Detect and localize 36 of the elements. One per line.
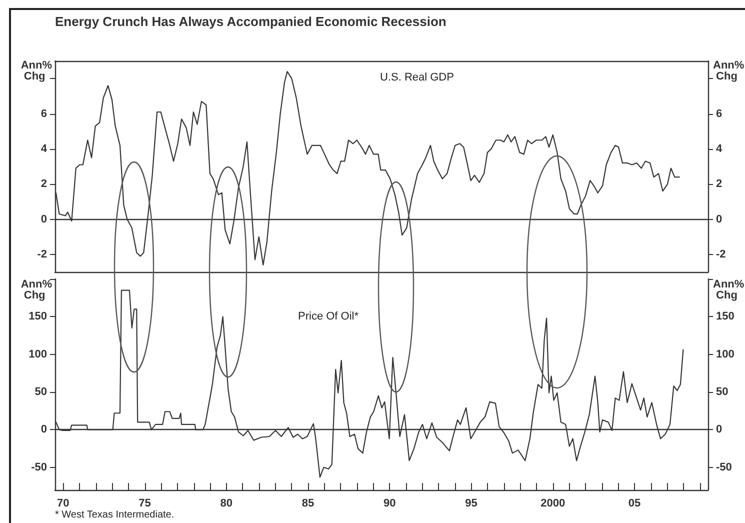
y2-tick-label: 100 bbox=[716, 348, 734, 360]
y-tick-label: 6 bbox=[40, 108, 47, 120]
y-tick-label: 0 bbox=[40, 424, 47, 436]
y2-tick-label: 50 bbox=[716, 386, 728, 398]
y-tick-label: 0 bbox=[40, 213, 47, 226]
x-tick-label: 2000 bbox=[540, 498, 566, 510]
y-tick-label: 150 bbox=[28, 310, 47, 323]
x-tick-label: 70 bbox=[57, 498, 70, 510]
y2-tick-label: -2 bbox=[716, 248, 726, 260]
y2-tick-label: -50 bbox=[716, 461, 732, 474]
y2-tick-label: 6 bbox=[716, 108, 722, 120]
chart-title: Energy Crunch Has Always Accompanied Economic Recession bbox=[55, 14, 446, 29]
y2-tick-label: 150 bbox=[716, 310, 734, 323]
y2-axis-title: Ann% Chg bbox=[713, 60, 744, 82]
text: * West Texas Intermediate. bbox=[55, 510, 174, 520]
y2-tick-label: 2 bbox=[716, 178, 722, 190]
y-axis-title: Ann% Chg bbox=[20, 60, 52, 82]
y-tick-label: 4 bbox=[40, 142, 48, 155]
y2-tick-label: 0 bbox=[716, 213, 722, 226]
y2-tick-label: 4 bbox=[716, 142, 723, 155]
x-tick-label: 80 bbox=[220, 498, 233, 510]
y-tick-label: 100 bbox=[28, 348, 47, 360]
text: Price Of Oil* bbox=[298, 310, 360, 322]
y-axis-title: Ann% Chg bbox=[20, 278, 52, 302]
x-tick-label: 95 bbox=[465, 498, 478, 510]
y-tick-label: 2 bbox=[40, 178, 47, 190]
x-tick-label: 90 bbox=[384, 498, 396, 510]
x-tick-label: 75 bbox=[138, 498, 151, 510]
y2-axis-title: Ann% Chg bbox=[713, 278, 744, 302]
y2-tick-label: 0 bbox=[716, 424, 722, 436]
y-tick-label: -2 bbox=[37, 248, 47, 260]
x-tick-label: 85 bbox=[302, 498, 314, 510]
text: U.S. Real GDP bbox=[380, 72, 454, 84]
y-tick-label: 50 bbox=[34, 386, 47, 398]
x-tick-label: 05 bbox=[628, 498, 641, 510]
y-tick-label: -50 bbox=[31, 461, 47, 474]
